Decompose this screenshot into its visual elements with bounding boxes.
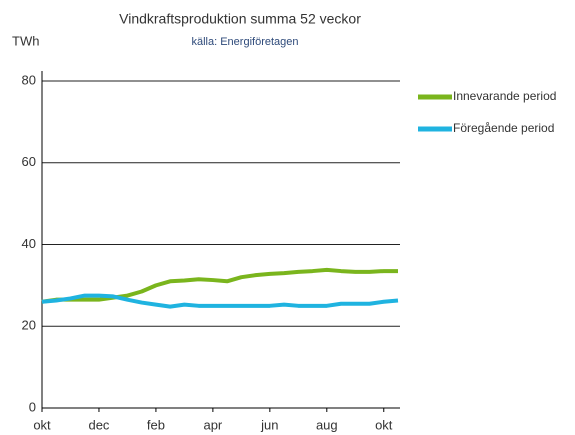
- y-axis-label: TWh: [12, 33, 39, 48]
- x-tick-label: apr: [203, 417, 222, 432]
- y-tick-label: 80: [22, 72, 36, 87]
- y-tick-label: 60: [22, 154, 36, 169]
- legend-label: Innevarande period: [453, 89, 556, 103]
- x-tick-label: okt: [375, 417, 393, 432]
- chart-title: Vindkraftsproduktion summa 52 veckor: [119, 11, 361, 27]
- x-tick-label: aug: [316, 417, 338, 432]
- line-series: [41, 293, 399, 309]
- x-tick-label: dec: [88, 417, 109, 432]
- y-tick-label: 40: [22, 236, 36, 251]
- x-tick-label: feb: [147, 417, 165, 432]
- y-tick-label: 0: [29, 399, 36, 414]
- y-tick-label: 20: [22, 318, 36, 333]
- x-tick-label: okt: [33, 417, 51, 432]
- legend-label: Föregående period: [453, 121, 554, 135]
- x-tick-label: jun: [260, 417, 278, 432]
- line-series: [41, 267, 398, 304]
- chart-subtitle: källa: Energiföretagen: [191, 36, 298, 48]
